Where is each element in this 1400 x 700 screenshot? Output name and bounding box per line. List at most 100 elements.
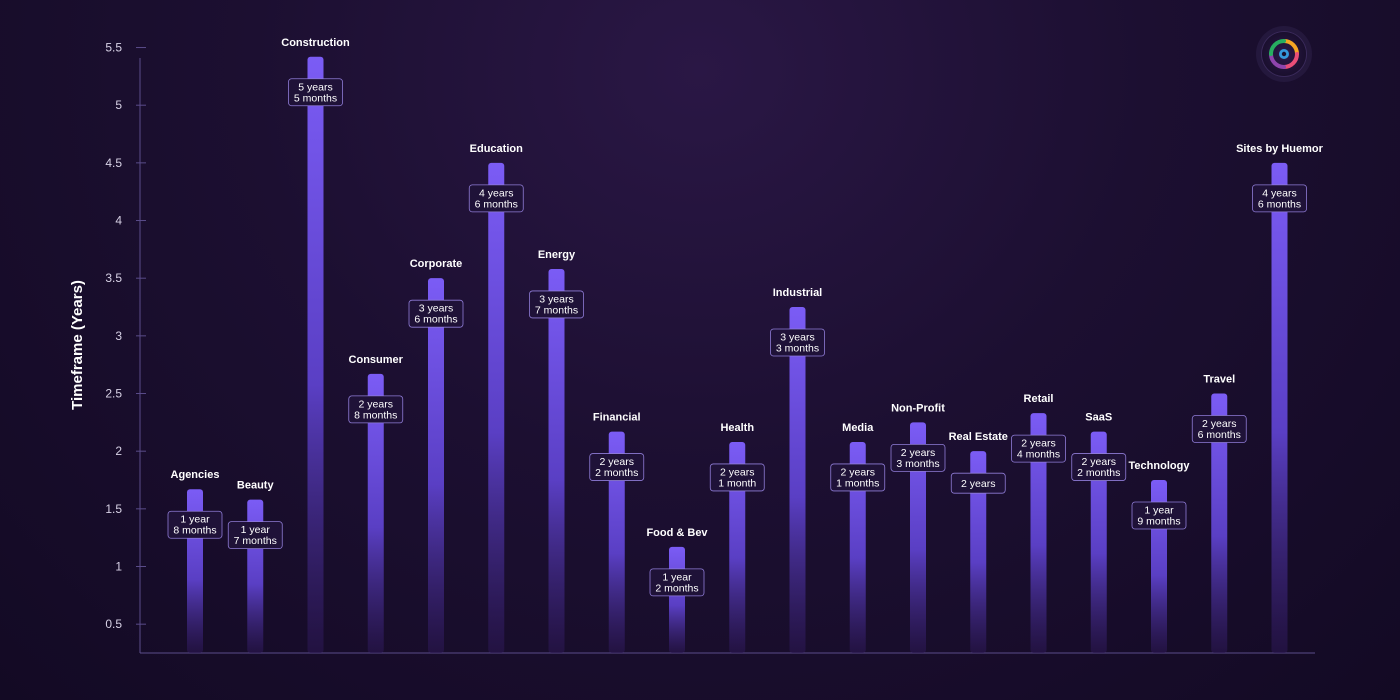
bar: [669, 546, 685, 653]
value-label-text: 3 years: [539, 293, 573, 305]
value-label-box: [589, 453, 645, 481]
value-label-box: [227, 521, 283, 550]
value-label: 2 years: [950, 472, 1006, 494]
y-axis-title: Timeframe (Years): [69, 280, 86, 410]
value-label-text: 1 year: [1144, 505, 1174, 517]
value-label-box: [167, 510, 223, 539]
value-label-box: [529, 290, 584, 319]
value-label-box: [890, 443, 946, 472]
category-label: Non-Profit: [891, 402, 945, 414]
category-label: Real Estate: [949, 431, 1008, 443]
bar: [1271, 162, 1288, 654]
category-label: Sites by Huemor: [1236, 143, 1324, 155]
category-label: Financial: [593, 412, 641, 424]
y-tick-label: 5.5: [105, 41, 122, 55]
y-tick-label: 4.5: [105, 156, 122, 170]
value-label-text: 2 years: [720, 466, 754, 478]
y-tick-label: 4: [115, 214, 122, 228]
bar: [548, 268, 565, 653]
value-label-box: [950, 472, 1006, 494]
bar: [1090, 431, 1107, 653]
y-tick-label: 3: [115, 329, 122, 343]
bar: [608, 431, 625, 653]
value-label-box: [1252, 184, 1307, 213]
value-label-box: [1131, 501, 1187, 530]
value-label-box: [288, 78, 343, 107]
value-label-text: 2 years: [359, 398, 393, 410]
value-label-text: 1 year: [662, 571, 692, 583]
value-label-text: 2 years: [841, 466, 875, 478]
category-label: Health: [720, 422, 754, 434]
bar: [910, 422, 926, 653]
value-label-text: 4 months: [1017, 449, 1060, 461]
value-label-box: [709, 463, 765, 492]
value-label-box: [1191, 415, 1247, 443]
value-label-box: [468, 184, 524, 213]
value-label-text: 1 year: [241, 524, 271, 536]
value-label-text: 6 months: [1258, 198, 1301, 210]
value-label-text: 1 month: [718, 477, 756, 489]
bar: [428, 278, 444, 653]
value-label-text: 8 months: [173, 525, 216, 537]
category-label: Agencies: [171, 469, 220, 481]
value-label-text: 7 months: [535, 304, 578, 316]
bar: [307, 56, 324, 654]
category-label: Consumer: [349, 354, 404, 366]
category-label: Industrial: [773, 287, 823, 299]
y-tick-label: 3.5: [105, 271, 122, 285]
y-tick-label: 1: [115, 560, 122, 574]
value-label-text: 2 years: [1082, 456, 1116, 468]
category-label: Food & Bev: [646, 527, 708, 539]
value-label-text: 6 months: [414, 314, 457, 326]
value-label-text: 8 months: [354, 409, 397, 421]
value-label-text: 1 months: [836, 477, 879, 489]
value-label-text: 6 months: [475, 198, 518, 210]
y-tick-label: 5: [115, 98, 122, 112]
value-label-text: 5 years: [298, 81, 332, 93]
value-label-text: 3 years: [780, 332, 814, 344]
value-label-text: 6 months: [1198, 429, 1241, 441]
bar: [849, 441, 866, 653]
value-label-text: 2 months: [1077, 467, 1120, 479]
category-label: Construction: [281, 37, 350, 49]
bar: [789, 307, 806, 653]
value-label-text: 1 year: [180, 514, 210, 526]
category-label: Media: [842, 422, 874, 434]
category-label: Retail: [1024, 393, 1054, 405]
value-label-text: 2 years: [600, 456, 634, 468]
value-label-text: 2 years: [1021, 438, 1055, 450]
value-label-text: 2 years: [961, 478, 995, 490]
bar: [1211, 393, 1228, 653]
value-label-box: [830, 463, 886, 492]
y-tick-label: 1.5: [105, 502, 122, 516]
y-tick-label: 0.5: [105, 617, 122, 631]
huemor-logo-icon: [1262, 32, 1306, 76]
category-label: Energy: [538, 249, 576, 261]
value-label-text: 4 years: [479, 187, 513, 199]
value-label-text: 2 months: [595, 467, 638, 479]
value-label-text: 7 months: [234, 535, 277, 547]
bar: [488, 162, 505, 654]
bar: [729, 441, 746, 653]
value-label-text: 9 months: [1137, 516, 1180, 528]
axes: 0.5 1 1.5 2 2.5 3 3.5 4 4.5 5 5.5: [105, 41, 1315, 654]
value-label-text: 2 months: [655, 582, 698, 594]
category-label: Beauty: [237, 480, 275, 492]
value-label-text: 5 months: [294, 92, 337, 104]
